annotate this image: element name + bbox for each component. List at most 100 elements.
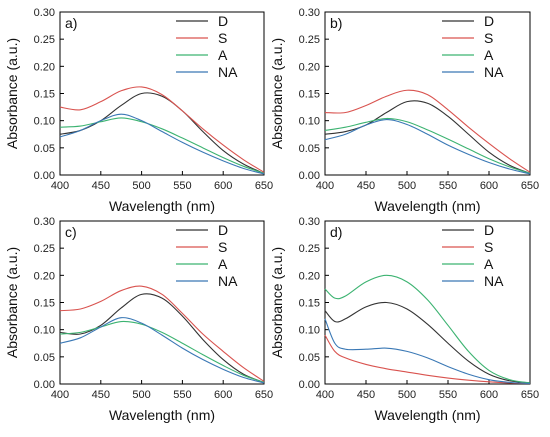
panel-label: a) — [65, 15, 77, 31]
x-tick-label: 500 — [398, 180, 416, 192]
legend-label-na: NA — [218, 273, 238, 289]
legend-label-d: D — [218, 222, 228, 238]
y-tick-label: 0.15 — [34, 298, 55, 310]
panel-label: b) — [330, 15, 342, 31]
panel-1: 400 450 500 550 600 650 0.00 0.05 0.10 0.15 0.20 0.… — [269, 7, 539, 214]
legend-label-na: NA — [484, 64, 504, 80]
y-tick-label: 0.05 — [34, 352, 55, 364]
plot-frame — [324, 11, 531, 176]
y-tick-label: 0.20 — [34, 61, 55, 73]
y-tick-label: 0.30 — [299, 7, 320, 19]
legend-label-a: A — [484, 47, 494, 63]
series-line-s — [59, 86, 265, 173]
y-tick-label: 0.00 — [34, 379, 55, 391]
panel-2: 400 450 500 550 600 650 0.00 0.05 0.10 0.15 0.20 0.… — [4, 216, 273, 423]
legend-label-na: NA — [218, 64, 238, 80]
legend-label-s: S — [218, 30, 227, 46]
panel-0: 400 450 500 550 600 650 0.00 0.05 0.10 0.15 0.20 0.… — [4, 7, 273, 214]
y-tick-label: 0.15 — [34, 89, 55, 101]
x-tick-label: 650 — [521, 389, 539, 401]
x-tick-label: 400 — [316, 389, 334, 401]
legend-label-a: A — [484, 256, 494, 272]
y-axis-title: Absorbance (a.u.) — [4, 38, 20, 149]
y-tick-label: 0.30 — [34, 7, 55, 19]
x-tick-label: 450 — [357, 180, 375, 192]
x-tick-label: 450 — [92, 389, 110, 401]
y-tick-label: 0.15 — [299, 89, 320, 101]
legend-label-d: D — [218, 13, 228, 29]
series-line-a — [59, 320, 265, 383]
y-axis-title: Absorbance (a.u.) — [269, 38, 285, 149]
legend-label-a: A — [218, 256, 228, 272]
x-tick-label: 500 — [132, 389, 150, 401]
x-tick-label: 400 — [51, 180, 69, 192]
x-tick-label: 650 — [255, 180, 273, 192]
x-tick-label: 400 — [316, 180, 334, 192]
x-tick-label: 550 — [439, 389, 457, 401]
x-axis-title: Wavelength (nm) — [109, 198, 215, 214]
y-axis-title: Absorbance (a.u.) — [269, 247, 285, 358]
legend-label-d: D — [484, 13, 494, 29]
legend-label-s: S — [484, 30, 493, 46]
y-tick-label: 0.25 — [34, 243, 55, 255]
y-tick-label: 0.00 — [34, 170, 55, 182]
y-tick-label: 0.00 — [299, 170, 320, 182]
panel-label: c) — [65, 224, 77, 240]
x-tick-label: 550 — [173, 180, 191, 192]
y-tick-label: 0.25 — [299, 34, 320, 46]
series-line-s — [59, 285, 265, 382]
y-tick-label: 0.05 — [299, 352, 320, 364]
legend-label-s: S — [484, 239, 493, 255]
y-tick-label: 0.25 — [299, 243, 320, 255]
x-tick-label: 500 — [398, 389, 416, 401]
series-line-a — [324, 274, 531, 384]
series-line-s — [324, 89, 531, 173]
y-tick-label: 0.30 — [299, 216, 320, 228]
x-tick-label: 650 — [521, 180, 539, 192]
x-tick-label: 500 — [132, 180, 150, 192]
x-tick-label: 450 — [92, 180, 110, 192]
y-tick-label: 0.05 — [299, 143, 320, 155]
x-tick-label: 550 — [173, 389, 191, 401]
y-tick-label: 0.25 — [34, 34, 55, 46]
plot-frame — [59, 11, 265, 176]
x-tick-label: 650 — [255, 389, 273, 401]
y-tick-label: 0.10 — [299, 116, 320, 128]
x-tick-label: 450 — [357, 389, 375, 401]
legend-label-a: A — [218, 47, 228, 63]
x-tick-label: 550 — [439, 180, 457, 192]
series-line-na — [324, 318, 531, 385]
x-axis-title: Wavelength (nm) — [374, 198, 480, 214]
y-tick-label: 0.10 — [299, 325, 320, 337]
y-tick-label: 0.05 — [34, 143, 55, 155]
series-line-d — [59, 293, 265, 383]
legend-label-s: S — [218, 239, 227, 255]
series-line-na — [324, 119, 531, 175]
y-tick-label: 0.20 — [34, 270, 55, 282]
legend-label-na: NA — [484, 273, 504, 289]
panel-3: 400 450 500 550 600 650 0.00 0.05 0.10 0.15 0.20 0.… — [269, 216, 539, 423]
x-tick-label: 600 — [214, 180, 232, 192]
y-tick-label: 0.00 — [299, 379, 320, 391]
y-tick-label: 0.20 — [299, 270, 320, 282]
panel-label: d) — [330, 224, 342, 240]
series-line-d — [324, 301, 531, 384]
x-tick-label: 600 — [480, 180, 498, 192]
x-tick-label: 400 — [51, 389, 69, 401]
y-tick-label: 0.10 — [34, 116, 55, 128]
series-line-na — [59, 317, 265, 384]
y-tick-label: 0.15 — [299, 298, 320, 310]
plot-frame — [324, 220, 531, 385]
series-line-d — [59, 92, 265, 174]
legend-label-d: D — [484, 222, 494, 238]
y-tick-label: 0.10 — [34, 325, 55, 337]
series-line-na — [59, 113, 265, 175]
y-tick-label: 0.30 — [34, 216, 55, 228]
series-line-s — [324, 334, 531, 385]
y-tick-label: 0.20 — [299, 61, 320, 73]
x-tick-label: 600 — [214, 389, 232, 401]
x-axis-title: Wavelength (nm) — [374, 407, 480, 423]
series-line-a — [324, 117, 531, 174]
y-axis-title: Absorbance (a.u.) — [4, 247, 20, 358]
